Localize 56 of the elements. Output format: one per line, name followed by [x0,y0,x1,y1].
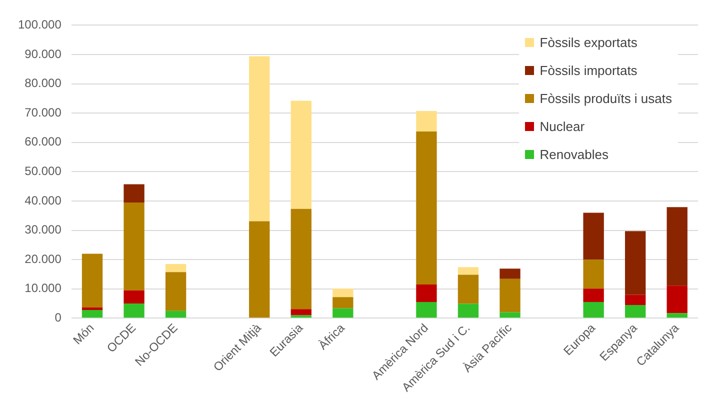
bar [458,267,479,275]
y-tick-label: 10.000 [24,281,62,296]
bar [332,288,354,298]
legend-label: Fòssils importats [540,62,638,78]
bar [290,309,312,316]
y-tick-label: 70.000 [24,105,62,120]
bar [416,111,437,132]
y-tick-label: 90.000 [24,46,62,61]
bar [416,284,437,302]
y-tick-label: 100.000 [18,18,62,32]
bar [290,208,312,310]
bar [583,260,604,289]
bar [332,297,354,308]
bar [82,307,103,310]
bar [165,264,186,272]
bar [666,313,688,318]
bar [82,254,103,308]
bar [583,288,604,302]
bar [500,312,520,318]
bar [124,184,144,202]
bar [165,310,186,318]
y-tick-label: 50.000 [24,164,62,178]
legend-label: Fòssils exportats [540,34,638,50]
bar [625,294,646,305]
bar [416,302,437,318]
bar [458,304,479,318]
bar [332,308,354,318]
bar [458,274,479,304]
y-tick-label: 80.000 [24,76,62,90]
y-tick-label: 30.000 [24,222,62,237]
y-tick-label: 40.000 [24,193,62,208]
bar [500,278,520,312]
bar [124,290,144,304]
bar [290,315,312,318]
legend-label: Nuclear [540,118,585,134]
bar [500,268,520,279]
legend-label: Renovables [540,146,608,162]
bar [249,56,270,222]
bar [82,310,103,318]
y-tick-label: 60.000 [24,134,62,149]
x-tick-label: Món [70,320,97,348]
bar [124,202,144,290]
bar [625,304,646,318]
bar [416,132,437,284]
bar [625,231,646,295]
y-tick-label: 20.000 [24,252,62,266]
bar [290,100,312,209]
bar [124,304,144,318]
bar [666,207,688,286]
bar [583,302,604,318]
bar [666,286,688,314]
legend-label: Fòssils produïts i usats [540,90,672,106]
bar [249,221,270,318]
y-tick-label: 0 [54,310,62,324]
bar [583,212,604,260]
bar [165,272,186,311]
